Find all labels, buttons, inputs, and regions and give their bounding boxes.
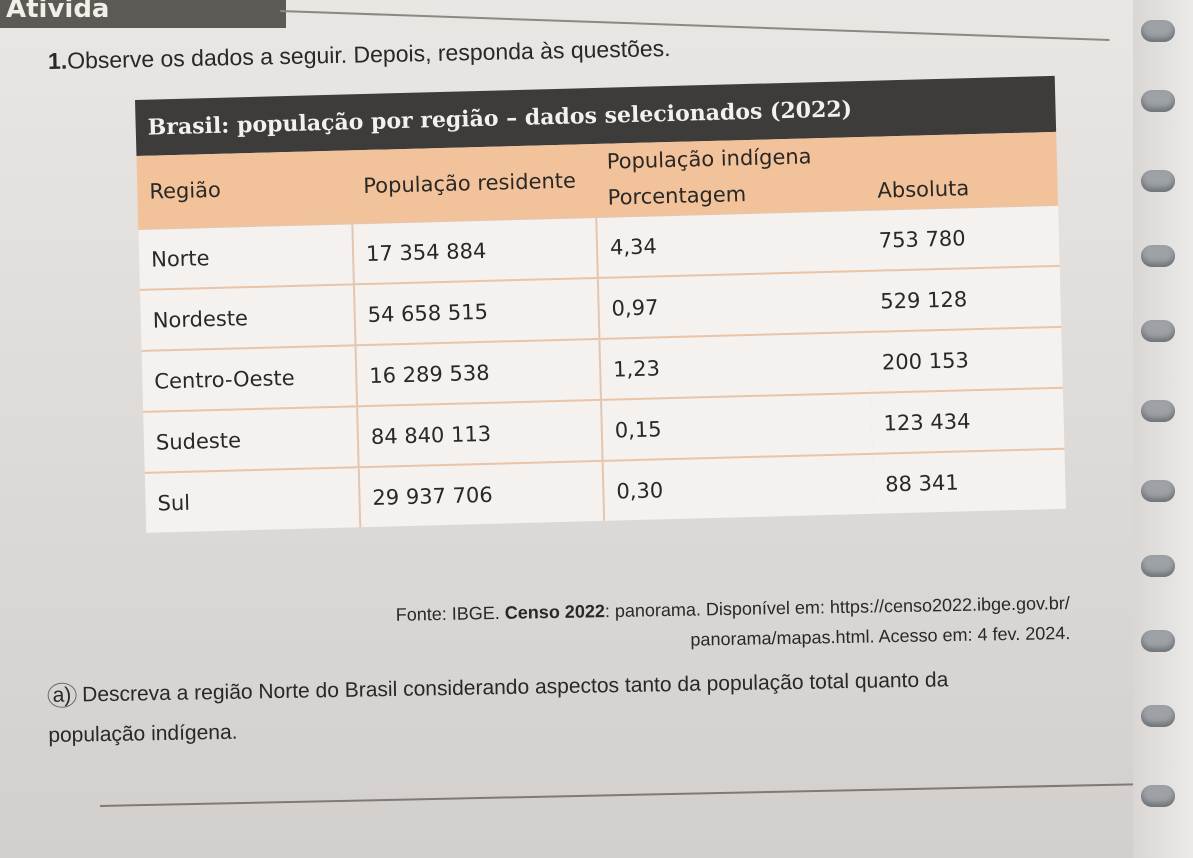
header-absoluta: Absoluta [877, 176, 970, 203]
cell-porcentagem: 0,15 [601, 392, 873, 461]
intro-text: Observe os dados a seguir. Depois, respo… [66, 34, 671, 74]
cell-absoluta: 529 128 [867, 265, 1062, 332]
section-header: Ativida [0, 0, 286, 28]
table-source: Fonte: IBGE. Censo 2022: panorama. Dispo… [250, 588, 1071, 662]
cell-absoluta: 88 341 [872, 448, 1067, 514]
header-pop-residente: População residente [363, 168, 577, 199]
population-table: Brasil: população por região – dados sel… [135, 75, 1067, 580]
cell-absoluta: 123 434 [870, 387, 1065, 454]
answer-line[interactable] [99, 783, 1140, 807]
binding-ring [1141, 90, 1175, 112]
cell-residente: 16 289 538 [355, 338, 602, 407]
cell-porcentagem: 4,34 [596, 209, 868, 278]
binding-ring [1141, 785, 1175, 807]
source-line2: panorama/mapas.html. Acesso em: 4 fev. 2… [690, 622, 1071, 650]
binding-ring [1141, 245, 1175, 267]
binding-ring [1141, 20, 1175, 42]
cell-porcentagem: 0,30 [602, 453, 874, 521]
source-prefix: Fonte: IBGE. [395, 602, 505, 625]
header-regiao: Região [149, 177, 222, 204]
question-a: a) Descreva a região Norte do Brasil con… [47, 659, 1048, 756]
cell-regiao: Norte [138, 223, 354, 290]
binding-ring [1141, 630, 1175, 652]
question-a-text: Descreva a região Norte do Brasil consid… [48, 668, 949, 747]
cell-residente: 17 354 884 [352, 216, 598, 285]
question-a-label: a) [47, 682, 77, 709]
binding-ring [1141, 480, 1175, 502]
source-bold: Censo 2022 [504, 601, 606, 623]
binding-ring [1141, 320, 1175, 342]
cell-residente: 84 840 113 [357, 399, 603, 468]
question-number: 1. [47, 47, 68, 74]
cell-regiao: Nordeste [139, 284, 356, 351]
question-intro: 1.Observe os dados a seguir. Depois, res… [48, 35, 671, 75]
cell-residente: 29 937 706 [358, 460, 605, 528]
binding-ring [1141, 705, 1175, 727]
cell-residente: 54 658 515 [353, 277, 600, 346]
cell-regiao: Sudeste [143, 406, 359, 473]
header-rule [279, 10, 1110, 41]
binding-ring [1141, 400, 1175, 422]
cell-absoluta: 200 153 [869, 326, 1063, 393]
spiral-binding [1133, 0, 1193, 858]
cell-regiao: Centro-Oeste [141, 345, 358, 412]
cell-absoluta: 753 780 [865, 204, 1060, 271]
binding-ring [1141, 170, 1175, 192]
cell-regiao: Sul [144, 467, 361, 533]
cell-porcentagem: 0,97 [597, 270, 870, 339]
binding-ring [1141, 555, 1175, 577]
cell-porcentagem: 1,23 [599, 331, 871, 400]
source-rest: : panorama. Disponível em: https://censo… [604, 593, 1070, 622]
